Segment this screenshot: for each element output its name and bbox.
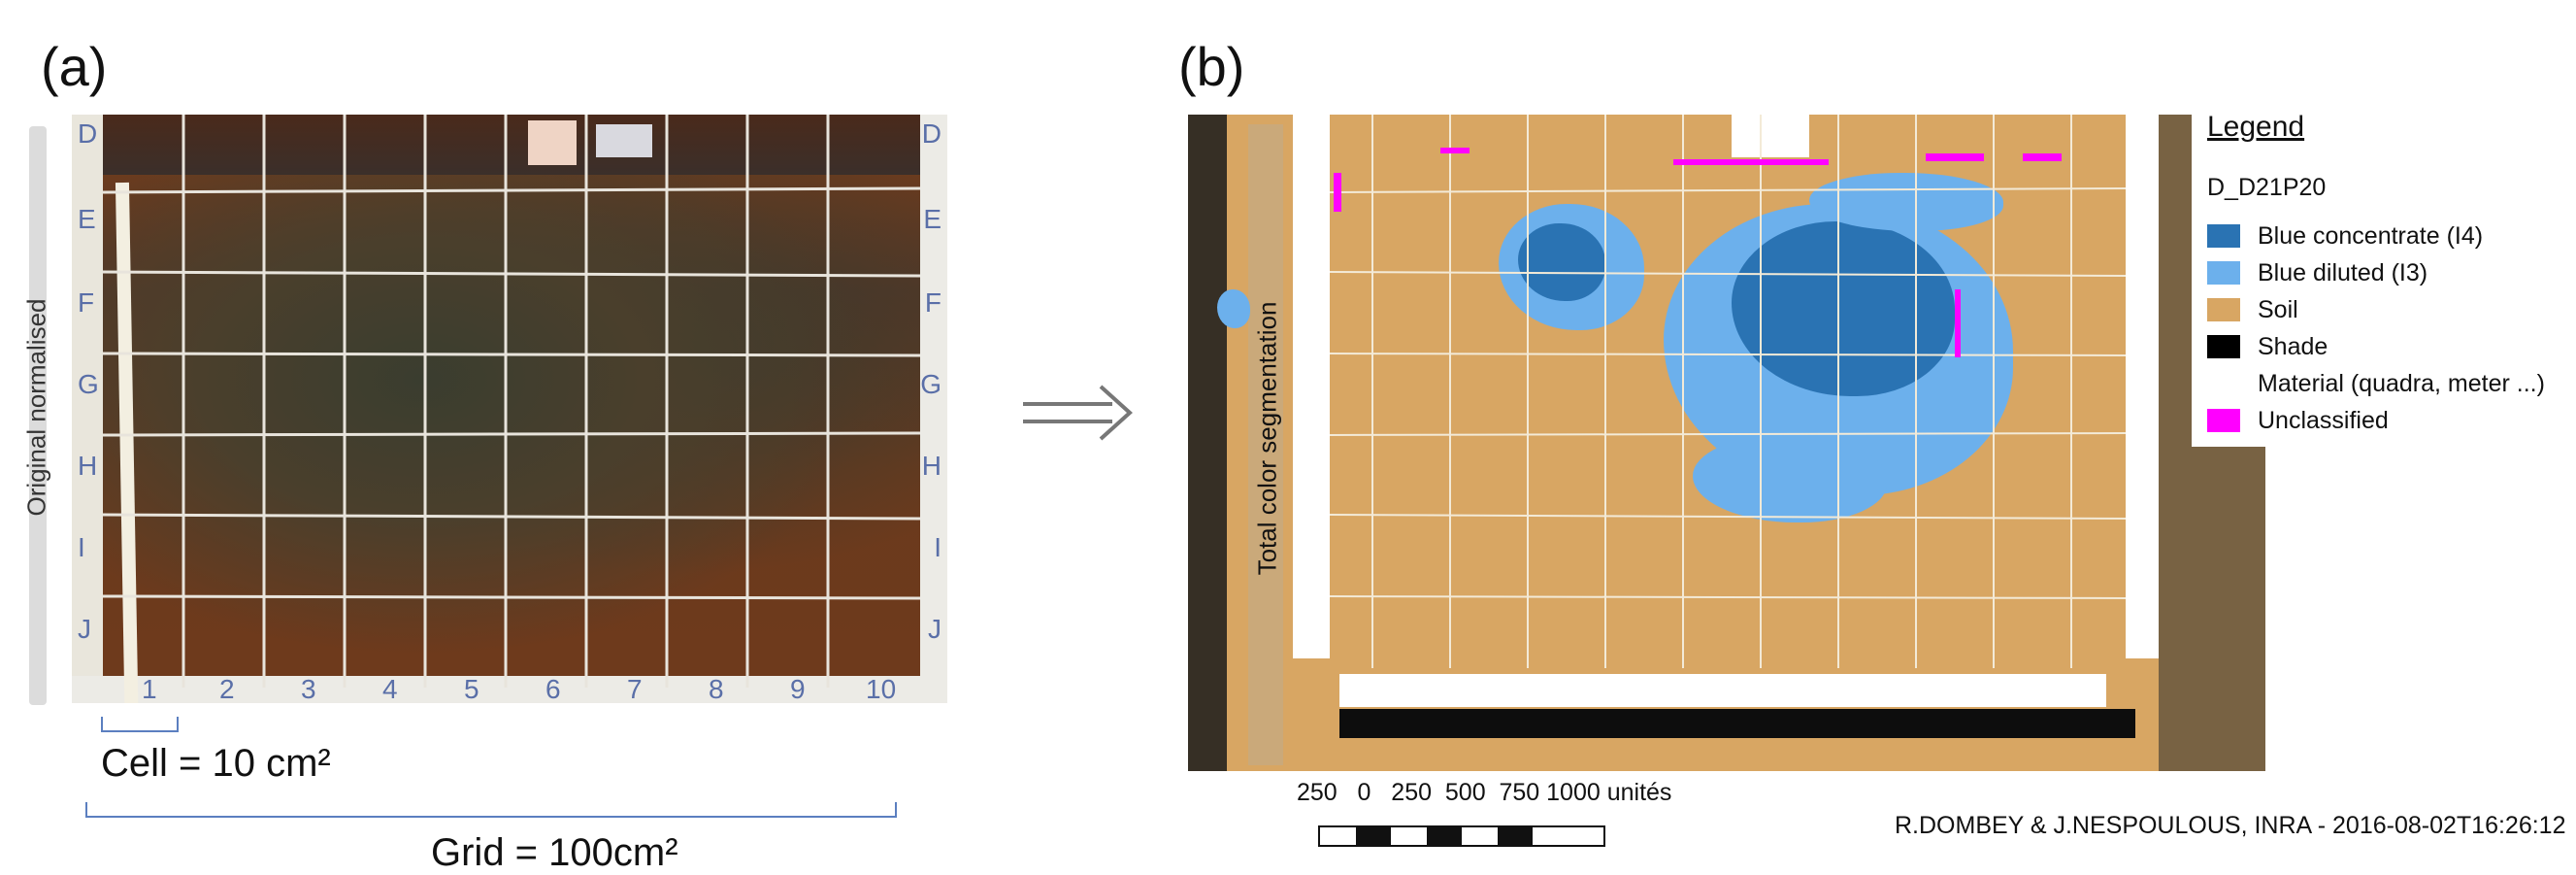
bottom-shade-band [1339, 709, 2135, 738]
bottom-material-band [1339, 674, 2106, 707]
grid-bracket [85, 802, 897, 818]
legend-item-label: Material (quadra, meter ...) [2258, 369, 2545, 397]
row-letter-j-left: J [78, 614, 91, 644]
scale-bar [1318, 825, 1605, 847]
legend-item-label: Blue diluted (I3) [2258, 258, 2428, 286]
cell-caption: Cell = 10 cm² [101, 742, 331, 785]
panel-b-label: (b) [1178, 36, 1245, 97]
soil-profile-photo: D E F G H I J D E F G H I J 1 2 3 4 5 6 … [72, 115, 947, 703]
row-letter-d-right: D [921, 118, 941, 149]
col-number-9: 9 [790, 674, 806, 703]
row-letter-g-right: G [920, 369, 941, 399]
legend-item-label: Blue concentrate (I4) [2258, 221, 2484, 250]
row-letter-h-left: H [78, 451, 98, 481]
legend-item-blue-diluted: Blue diluted (I3) [2207, 254, 2427, 291]
double-right-arrow-icon [1019, 381, 1138, 450]
right-meter-strip [920, 115, 947, 703]
row-letter-e-left: E [78, 204, 96, 234]
material-swatch [2207, 372, 2240, 395]
right-material-band [2126, 115, 2159, 658]
row-letter-i-right: I [934, 532, 941, 562]
legend-item-shade: Shade [2207, 328, 2328, 365]
segmentation-map [1188, 115, 2265, 771]
col-number-2: 2 [219, 674, 235, 703]
panel-a-label: (a) [41, 36, 108, 97]
col-number-10: 10 [866, 674, 897, 703]
col-number-3: 3 [301, 674, 316, 703]
row-letter-f-right: F [924, 287, 941, 318]
legend-item-label: Shade [2258, 332, 2328, 360]
photo-top-band [72, 115, 947, 175]
row-letter-i-left: I [78, 532, 85, 562]
col-number-8: 8 [709, 674, 724, 703]
col-number-7: 7 [627, 674, 643, 703]
original-side-label: Original normalised [21, 298, 51, 517]
tape-band [1248, 124, 1283, 765]
legend-item-soil: Soil [2207, 291, 2298, 328]
grid-caption: Grid = 100cm² [431, 831, 678, 874]
col-number-1: 1 [142, 674, 157, 703]
row-letter-f-left: F [78, 287, 95, 318]
row-letter-g-left: G [78, 369, 99, 399]
photo-tag [528, 120, 577, 165]
col-number-4: 4 [382, 674, 398, 703]
row-letter-d-left: D [78, 118, 98, 149]
legend-title: Legend [2207, 111, 2305, 143]
col-number-6: 6 [545, 674, 561, 703]
soil-swatch [2207, 298, 2240, 321]
col-number-5: 5 [464, 674, 479, 703]
legend-layer-name: D_D21P20 [2207, 173, 2327, 201]
left-material-band [1293, 115, 1330, 658]
legend-item-label: Soil [2258, 295, 2298, 323]
left-shade-band [1188, 115, 1227, 771]
quadrat-grid [102, 115, 921, 688]
legend-item-label: Unclassified [2258, 406, 2389, 434]
side-bar [29, 126, 47, 705]
bottom-meter-strip [72, 676, 947, 703]
legend-item-material: Material (quadra, meter ...) [2207, 365, 2545, 402]
blue-diluted-swatch [2207, 261, 2240, 285]
row-letter-j-right: J [928, 614, 941, 644]
segmentation-side-label: Total color segmentation [1252, 301, 1282, 576]
unclassified-swatch [2207, 409, 2240, 432]
legend-item-unclassified: Unclassified [2207, 402, 2389, 439]
legend-panel: Legend D_D21P20 Blue concentrate (I4) Bl… [2192, 107, 2576, 447]
left-meter-strip [72, 115, 103, 703]
blue-diluted-region-4 [1693, 435, 1887, 522]
credit-line: R.DOMBEY & J.NESPOULOUS, INRA - 2016-08-… [1895, 812, 2566, 839]
scale-bar-labels: 250 0 250 500 750 1000 unités [1297, 779, 1672, 806]
photo-label-card [596, 124, 652, 157]
row-letter-h-right: H [921, 451, 941, 481]
blue-diluted-region-3 [1809, 173, 2003, 231]
blue-diluted-region-5 [1217, 289, 1250, 328]
segmentation-grid [1329, 115, 2127, 668]
row-letter-e-right: E [923, 204, 941, 234]
top-label-card [1732, 115, 1809, 157]
legend-item-blue-concentrate: Blue concentrate (I4) [2207, 218, 2483, 254]
blue-concentrate-region-1 [1518, 223, 1605, 301]
blue-concentrate-swatch [2207, 224, 2240, 248]
shade-swatch [2207, 335, 2240, 358]
cell-bracket [101, 717, 179, 732]
blue-concentrate-region-2 [1732, 221, 1955, 396]
